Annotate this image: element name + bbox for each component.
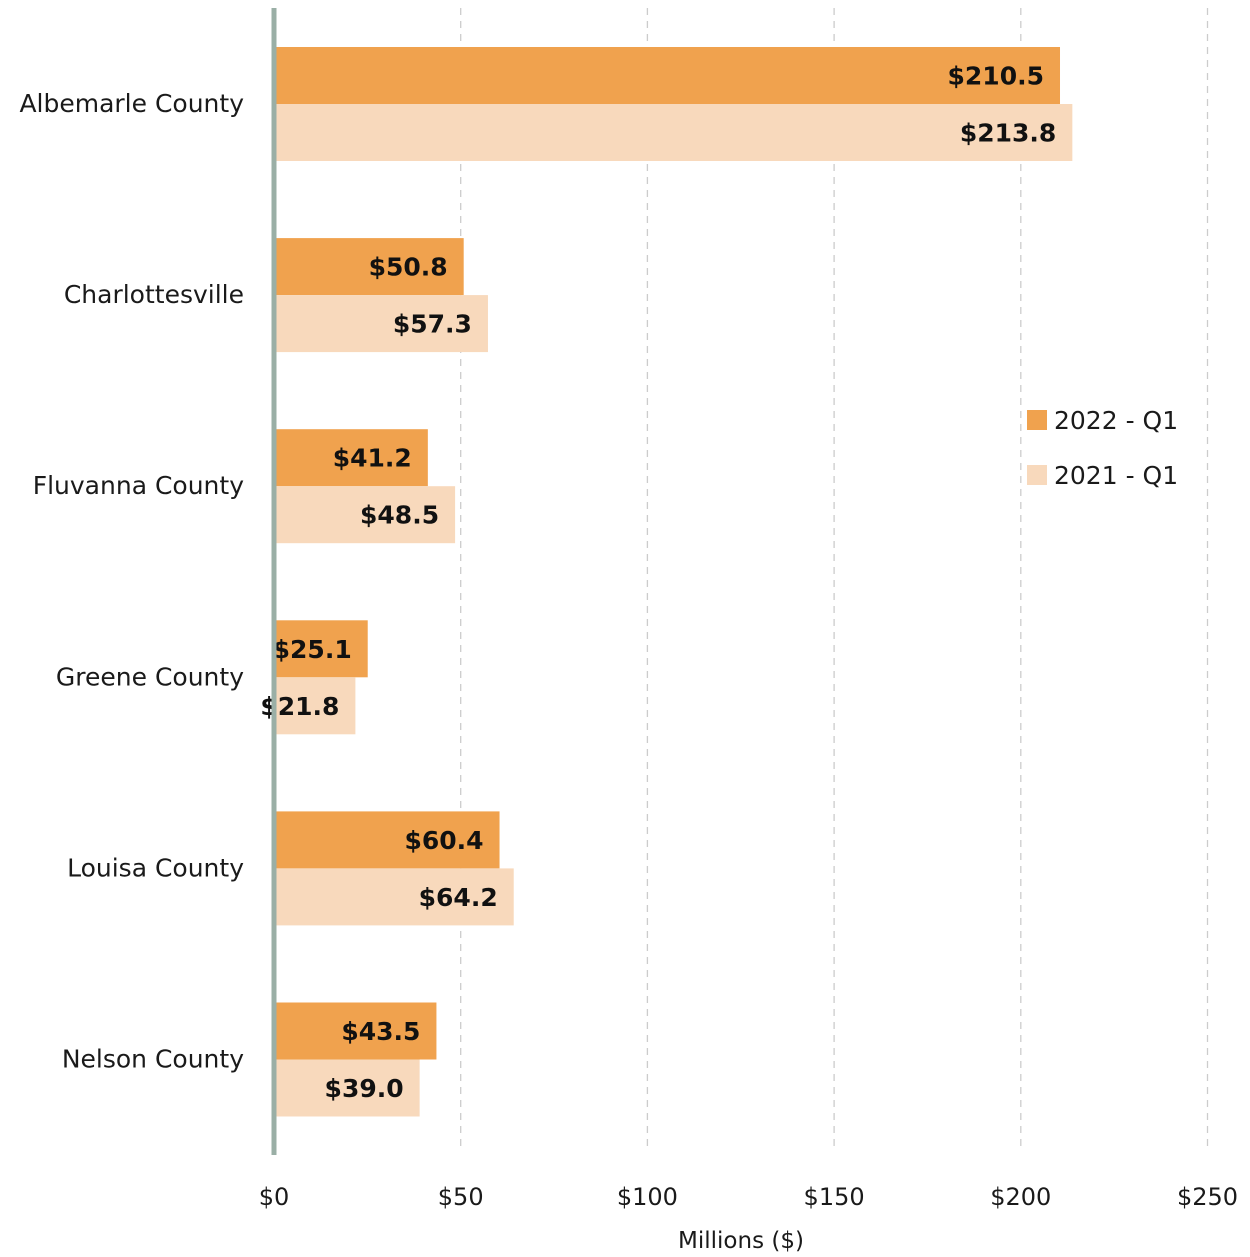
category-label: Albemarle County: [19, 89, 244, 118]
x-tick-label: $150: [804, 1183, 865, 1211]
x-axis-title: Millions ($): [678, 1228, 804, 1254]
bar-series-1: [274, 238, 464, 296]
grid-lines: [460, 8, 1209, 1152]
category-label: Charlottesville: [64, 280, 244, 309]
x-tick-label: $200: [990, 1183, 1051, 1211]
bar-value-label: $43.5: [341, 1017, 420, 1046]
bar-series-1: [274, 47, 1061, 104]
x-tick-label: $0: [259, 1183, 290, 1211]
bar-value-label: $25.1: [273, 635, 352, 664]
bar-series-1: [274, 1002, 437, 1060]
legend-swatch: [1027, 410, 1047, 430]
bar-value-labels: $210.5$213.8$50.8$57.3$41.2$48.5$25.1$21…: [260, 62, 1056, 1104]
category-label: Fluvanna County: [33, 471, 244, 500]
bars: [274, 47, 1073, 1117]
x-tick-label: $100: [617, 1183, 678, 1211]
category-label: Nelson County: [62, 1045, 244, 1074]
legend-label: 2021 - Q1: [1054, 461, 1178, 490]
bar-value-label: $213.8: [960, 119, 1056, 148]
bar-value-label: $64.2: [419, 883, 498, 912]
category-label: Greene County: [56, 662, 244, 691]
bar-value-label: $41.2: [333, 444, 412, 473]
bar-series-2: [274, 868, 514, 926]
bar-value-label: $48.5: [360, 501, 439, 530]
x-tick-label: $250: [1177, 1183, 1238, 1211]
bar-series-1: [274, 811, 500, 869]
bar-series-2: [274, 677, 356, 735]
bar-value-label: $39.0: [325, 1074, 404, 1103]
bar-value-label: $50.8: [369, 253, 448, 282]
bar-series-1: [274, 620, 368, 678]
category-labels: Albemarle County Charlottesville Fluvanna …: [19, 89, 244, 1074]
legend-label: 2022 - Q1: [1054, 406, 1178, 435]
bar-series-2: [274, 1059, 420, 1117]
legend: 2022 - Q1 2021 - Q1: [1027, 406, 1178, 490]
bar-value-label: $57.3: [393, 310, 472, 339]
bar-series-2: [274, 295, 488, 353]
x-tick-labels: $0 $50 $100 $150 $200 $250: [259, 1183, 1238, 1211]
bar-series-2: [274, 486, 456, 544]
legend-swatch: [1027, 465, 1047, 485]
bar-series-2: [274, 104, 1073, 161]
bar-value-label: $210.5: [948, 62, 1044, 91]
category-label: Louisa County: [67, 853, 244, 882]
bar-value-label: $60.4: [404, 826, 483, 855]
bar-series-1: [274, 429, 428, 487]
x-tick-label: $50: [438, 1183, 484, 1211]
